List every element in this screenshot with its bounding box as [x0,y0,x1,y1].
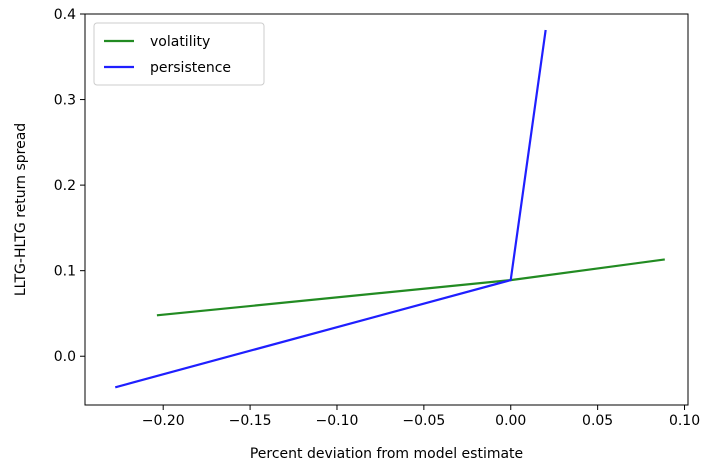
series-layer [114,29,665,389]
y-tick-label: 0.3 [54,93,76,109]
x-tick-label: 0.10 [669,413,700,429]
x-tick-label: 0.00 [495,413,526,429]
legend-box [93,22,265,86]
legend-label-persistence: persistence [150,60,231,76]
y-axis-label: LLTG-HLTG return spread [13,123,29,296]
legend-label-volatility: volatility [150,34,210,50]
x-tick-label: 0.05 [582,413,613,429]
series-line-persistence [114,29,547,389]
y-tick-label: 0.4 [54,7,76,23]
y-tick-label: 0.2 [54,178,76,194]
x-tick-label: −0.10 [316,413,359,429]
x-tick-label: −0.05 [402,413,445,429]
x-tick-label: −0.20 [142,413,185,429]
y-axis-ticks: 0.0 0.1 0.2 0.3 0.4 [54,7,85,365]
y-tick-label: 0.0 [54,349,76,365]
x-axis-ticks: −0.20 −0.15 −0.10 −0.05 0.00 0.05 0.10 [142,405,700,429]
plot-frame [84,13,689,406]
x-axis-label: Percent deviation from model estimate [250,446,523,462]
legend: volatility persistence [93,22,265,86]
y-tick-label: 0.1 [54,264,76,280]
x-tick-label: −0.15 [229,413,272,429]
